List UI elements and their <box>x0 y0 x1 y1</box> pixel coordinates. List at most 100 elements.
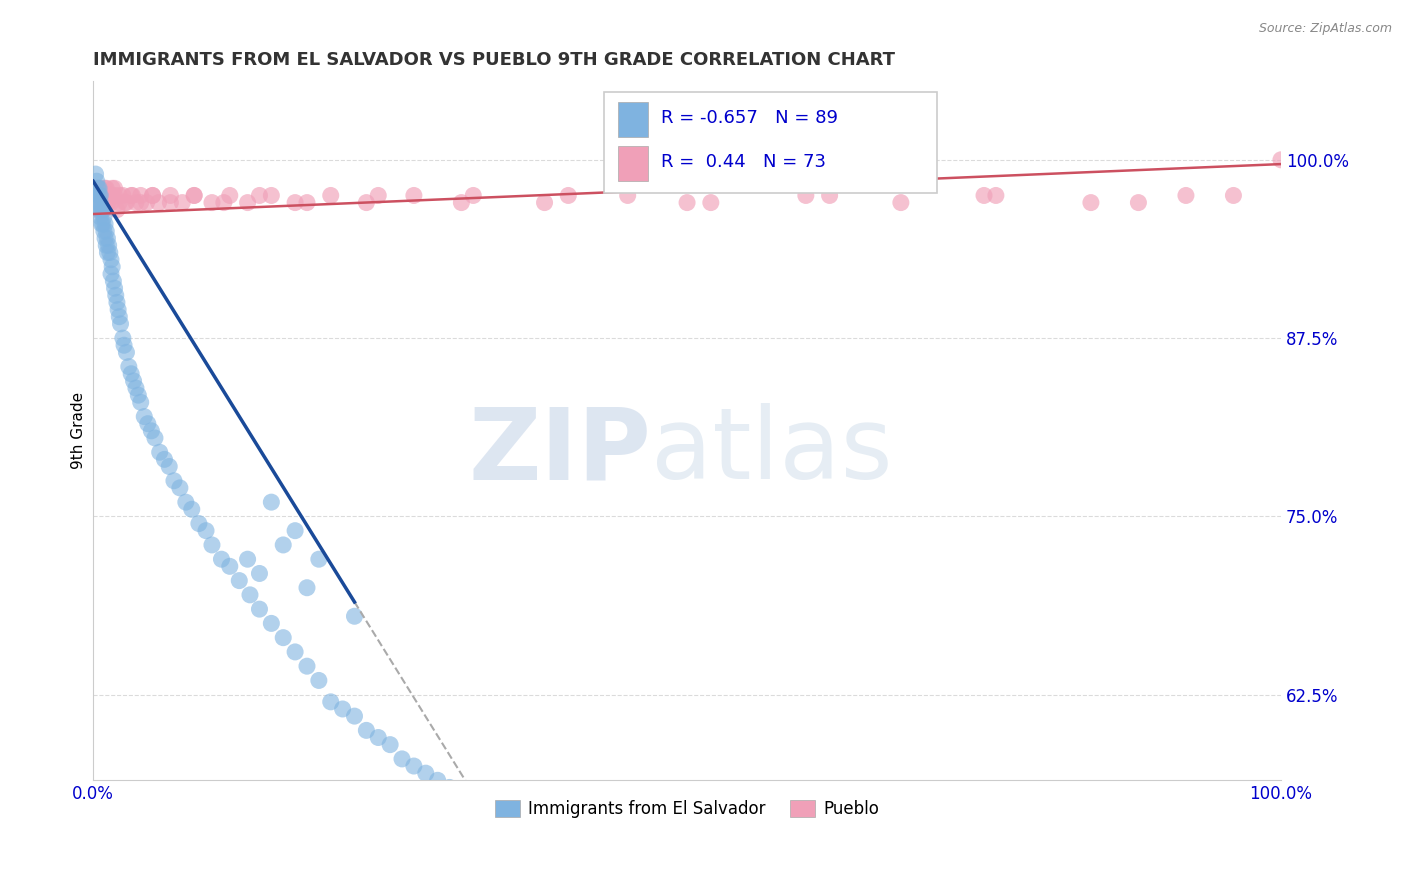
Point <box>284 645 307 659</box>
Text: R =  0.44   N = 73: R = 0.44 N = 73 <box>661 153 825 170</box>
Point <box>108 310 131 324</box>
Point <box>89 188 111 202</box>
Point <box>169 481 191 495</box>
Point <box>308 673 330 688</box>
Point <box>108 188 131 202</box>
Point <box>148 195 170 210</box>
Point <box>172 195 194 210</box>
Point <box>129 195 152 210</box>
Point <box>96 231 118 245</box>
Point <box>90 217 112 231</box>
Point <box>218 559 240 574</box>
Point <box>118 359 141 374</box>
Point <box>89 195 111 210</box>
FancyBboxPatch shape <box>605 92 936 194</box>
Point <box>676 195 699 210</box>
Point <box>295 581 318 595</box>
Point <box>100 188 122 202</box>
Point <box>87 188 110 202</box>
Point <box>212 195 235 210</box>
Point <box>129 188 152 202</box>
Point <box>142 188 165 202</box>
Point <box>1080 195 1102 210</box>
Point <box>271 538 294 552</box>
Point <box>533 195 555 210</box>
Point <box>108 195 131 210</box>
Point <box>260 616 283 631</box>
Point <box>101 181 124 195</box>
Point <box>356 723 378 738</box>
Point <box>120 188 142 202</box>
Point <box>295 195 318 210</box>
Point <box>153 452 176 467</box>
Point <box>89 210 111 224</box>
Point <box>818 188 841 202</box>
Point <box>249 602 271 616</box>
Point <box>89 202 111 217</box>
Point <box>89 195 111 210</box>
Point <box>104 288 127 302</box>
Text: atlas: atlas <box>651 403 893 500</box>
Point <box>93 202 115 217</box>
Point <box>94 217 117 231</box>
Point <box>127 388 149 402</box>
Text: Source: ZipAtlas.com: Source: ZipAtlas.com <box>1258 22 1392 36</box>
Point <box>89 181 111 195</box>
Point <box>141 424 163 438</box>
Point <box>125 195 148 210</box>
Point <box>121 188 143 202</box>
Point <box>1270 153 1292 167</box>
Point <box>90 188 112 202</box>
Point <box>91 217 114 231</box>
Point <box>142 188 165 202</box>
Point <box>195 524 218 538</box>
Text: R = -0.657   N = 89: R = -0.657 N = 89 <box>661 110 838 128</box>
Point <box>439 780 461 795</box>
Point <box>86 181 108 195</box>
Point <box>96 181 118 195</box>
Point <box>249 566 271 581</box>
Point <box>319 188 342 202</box>
Point <box>700 195 723 210</box>
Point <box>239 588 262 602</box>
Point <box>201 195 224 210</box>
Point <box>111 188 134 202</box>
Point <box>91 188 114 202</box>
Point <box>201 538 224 552</box>
Point <box>94 181 117 195</box>
Point <box>90 188 112 202</box>
Point <box>367 731 389 745</box>
Point <box>103 188 125 202</box>
Legend: Immigrants from El Salvador, Pueblo: Immigrants from El Salvador, Pueblo <box>488 793 886 824</box>
Point <box>86 174 108 188</box>
Point <box>249 188 271 202</box>
Point <box>89 181 111 195</box>
Point <box>149 445 172 459</box>
Point <box>187 516 209 531</box>
Point <box>96 245 118 260</box>
Point <box>157 459 180 474</box>
Point <box>450 195 472 210</box>
Point <box>356 195 378 210</box>
Point <box>91 202 114 217</box>
Text: IMMIGRANTS FROM EL SALVADOR VS PUEBLO 9TH GRADE CORRELATION CHART: IMMIGRANTS FROM EL SALVADOR VS PUEBLO 9T… <box>93 51 896 69</box>
Point <box>402 188 425 202</box>
Point <box>271 631 294 645</box>
Point <box>343 709 366 723</box>
Y-axis label: 9th Grade: 9th Grade <box>72 392 86 469</box>
Point <box>228 574 250 588</box>
Point <box>100 267 122 281</box>
Point <box>101 260 124 274</box>
Point <box>84 188 107 202</box>
Point <box>111 331 134 345</box>
Point <box>84 167 107 181</box>
Point <box>112 338 135 352</box>
Point <box>94 188 117 202</box>
Point <box>87 195 110 210</box>
Point <box>174 495 197 509</box>
Point <box>105 202 128 217</box>
Point <box>236 552 259 566</box>
Point <box>236 195 259 210</box>
Point <box>87 181 110 195</box>
Point <box>93 210 115 224</box>
